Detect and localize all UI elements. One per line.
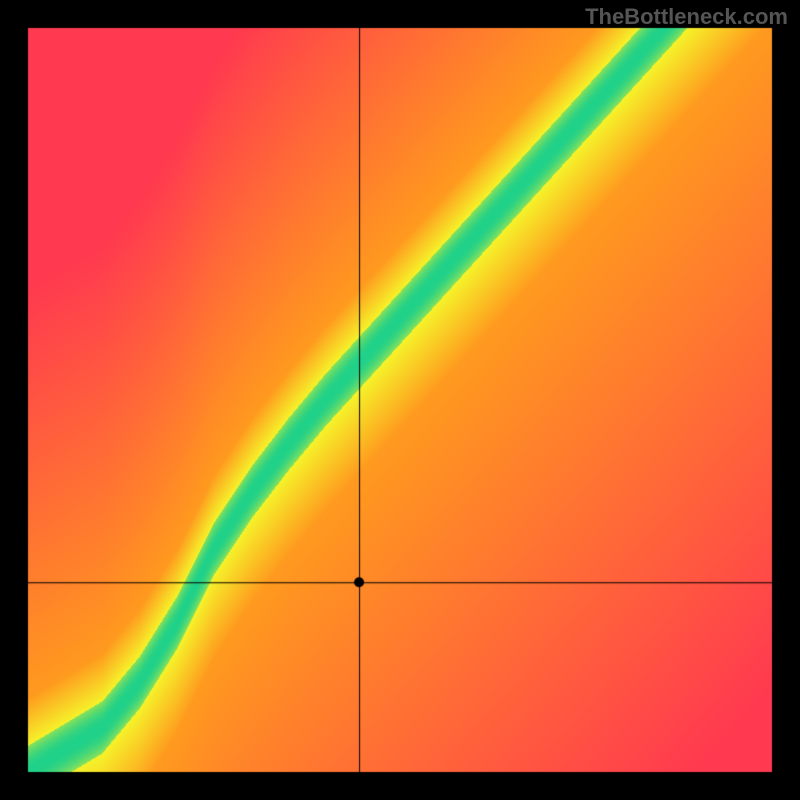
attribution-text: TheBottleneck.com — [585, 4, 788, 30]
bottleneck-heatmap — [0, 0, 800, 800]
